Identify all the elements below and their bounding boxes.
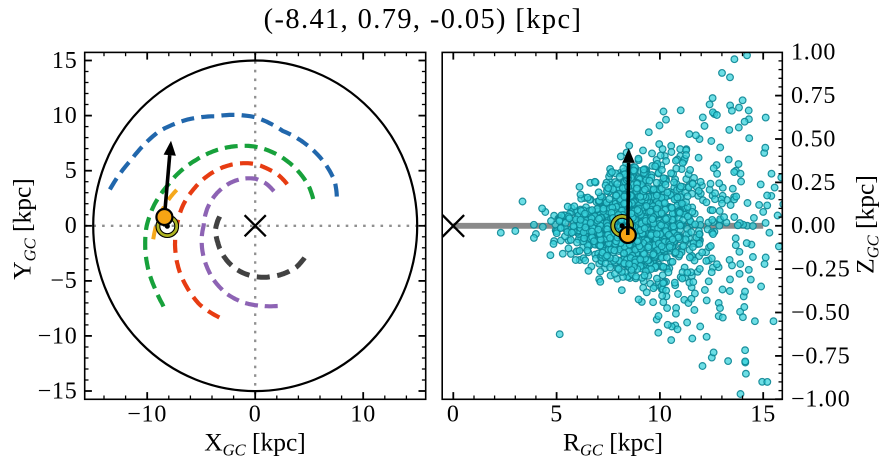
svg-text:ZGC [kpc]: ZGC [kpc]: [851, 175, 883, 274]
svg-text:0.75: 0.75: [791, 83, 836, 109]
svg-text:RGC [kpc]: RGC [kpc]: [563, 427, 663, 459]
svg-text:−0.50: −0.50: [791, 300, 851, 326]
svg-text:−1.00: −1.00: [791, 387, 851, 413]
svg-text:0: 0: [447, 401, 460, 427]
svg-text:15: 15: [52, 48, 78, 74]
svg-text:0.00: 0.00: [791, 213, 836, 239]
svg-text:1.00: 1.00: [791, 40, 836, 66]
svg-text:−0.75: −0.75: [791, 343, 851, 369]
svg-text:−5: −5: [50, 268, 77, 294]
svg-text:5: 5: [550, 401, 563, 427]
svg-text:XGC [kpc]: XGC [kpc]: [204, 427, 306, 459]
svg-text:−0.25: −0.25: [791, 257, 851, 283]
svg-text:10: 10: [350, 401, 376, 427]
svg-text:15: 15: [750, 401, 776, 427]
svg-text:−15: −15: [38, 378, 78, 404]
svg-text:0: 0: [249, 401, 262, 427]
svg-text:(-8.41, 0.79, -0.05) [kpc]: (-8.41, 0.79, -0.05) [kpc]: [264, 4, 583, 35]
svg-text:10: 10: [647, 401, 673, 427]
svg-text:YGC [kpc]: YGC [kpc]: [8, 178, 40, 280]
svg-text:0.25: 0.25: [791, 170, 836, 196]
svg-text:0.50: 0.50: [791, 126, 836, 152]
svg-text:10: 10: [52, 103, 78, 129]
svg-text:−10: −10: [38, 323, 78, 349]
svg-text:0: 0: [65, 213, 78, 239]
svg-text:5: 5: [65, 158, 78, 184]
svg-text:−10: −10: [127, 401, 167, 427]
